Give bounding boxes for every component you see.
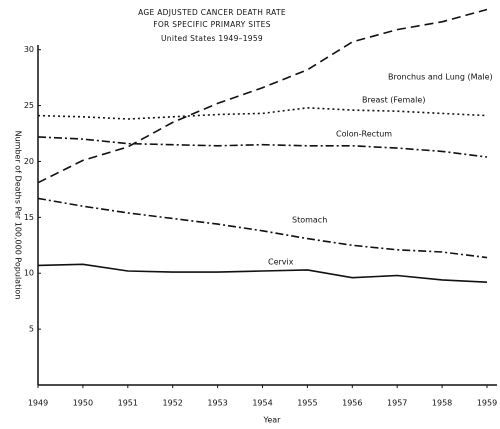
x-tick-label: 1956 [342, 399, 362, 408]
chart-title: AGE ADJUSTED CANCER DEATH RATE [138, 8, 286, 17]
series-line [37, 136, 488, 158]
series-label: Bronchus and Lung (Male) [388, 73, 493, 82]
x-tick-label: 1953 [207, 399, 227, 408]
series-label: Colon-Rectum [336, 130, 392, 139]
y-tick-label: 20 [24, 157, 34, 166]
x-tick-label: 1952 [163, 399, 183, 408]
x-tick-label: 1955 [297, 399, 317, 408]
y-tick-label: 30 [24, 45, 34, 54]
chart-subtitle: United States 1949–1959 [161, 34, 263, 43]
series-label: Breast (Female) [362, 96, 425, 105]
x-tick-label: 1951 [118, 399, 138, 408]
series-line [37, 106, 488, 120]
series-line [37, 263, 488, 283]
y-tick-label: 10 [24, 269, 34, 278]
series-line [37, 8, 488, 184]
series-line [37, 197, 488, 259]
y-axis-label: Number of Deaths Per 100,000 Population [14, 131, 23, 300]
x-axis-label: Year [263, 416, 282, 425]
x-tick-label: 1958 [432, 399, 452, 408]
x-tick-label: 1954 [252, 399, 272, 408]
y-tick-label: 25 [24, 101, 34, 110]
y-tick-label: 5 [29, 325, 34, 334]
x-tick-label: 1959 [477, 399, 497, 408]
x-tick-label: 1957 [387, 399, 407, 408]
x-tick-label: 1950 [73, 399, 93, 408]
series-label: Cervix [268, 258, 294, 267]
y-tick-label: 15 [24, 213, 34, 222]
series-label: Stomach [292, 216, 327, 225]
chart-title: FOR SPECIFIC PRIMARY SITES [153, 20, 271, 29]
x-tick-label: 1949 [28, 399, 48, 408]
